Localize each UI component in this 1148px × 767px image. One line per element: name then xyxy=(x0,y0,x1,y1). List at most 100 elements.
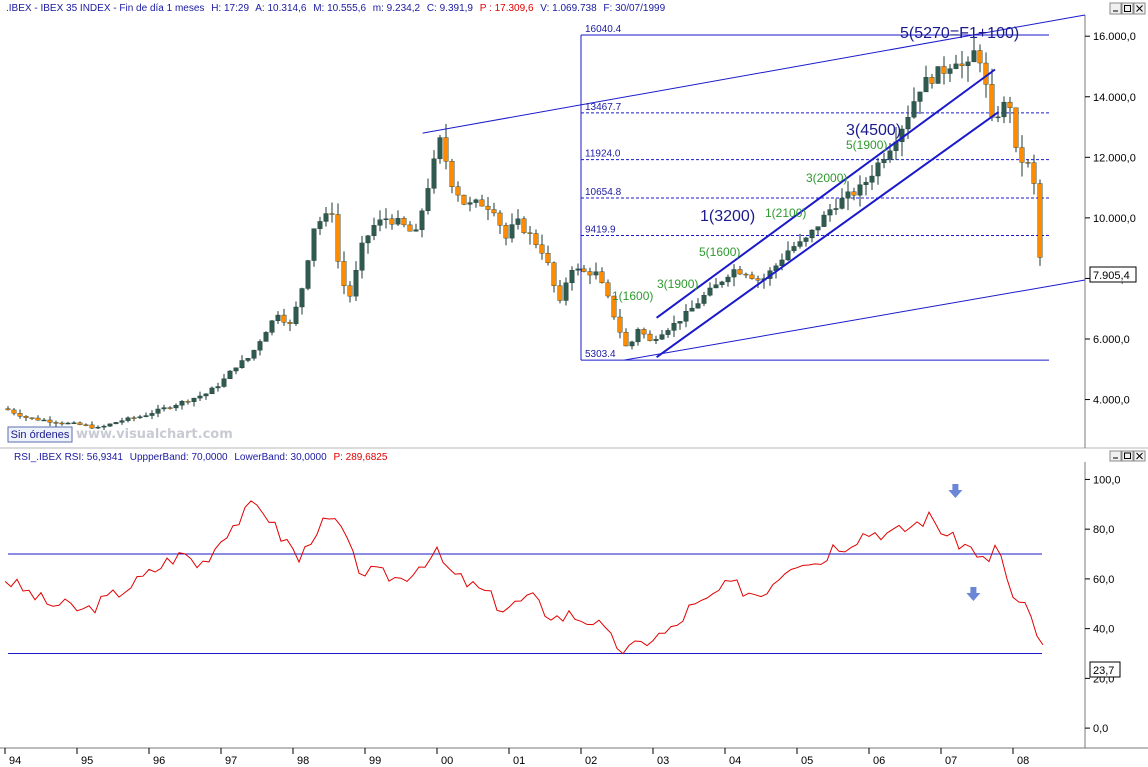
candle-body xyxy=(197,395,203,399)
candle-body xyxy=(263,332,269,342)
candle-body xyxy=(647,333,653,341)
candle-body xyxy=(539,244,545,254)
candle-body xyxy=(203,393,209,397)
maximize-button[interactable] xyxy=(1121,2,1134,15)
down-arrow-icon xyxy=(966,587,981,601)
candle-body xyxy=(803,237,809,242)
price-axis-tick-label: 12.000,0 xyxy=(1093,152,1136,164)
candle-body xyxy=(299,288,305,308)
price-axis-tick-label: 16.000,0 xyxy=(1093,31,1136,43)
candle-body xyxy=(863,182,869,185)
rsi-close-button[interactable] xyxy=(1133,450,1146,462)
candle-body xyxy=(209,387,215,395)
candle-body xyxy=(887,150,893,160)
candle-body xyxy=(167,407,173,409)
candle-body xyxy=(35,417,41,421)
rsi-line xyxy=(4,500,1044,655)
candle-body xyxy=(833,208,839,210)
candle-body xyxy=(347,285,353,297)
candle-body xyxy=(251,349,257,359)
candle-body xyxy=(293,306,299,324)
candle-body xyxy=(473,199,479,203)
candle-body xyxy=(233,367,239,372)
candle-body xyxy=(557,285,563,301)
candle-body xyxy=(875,162,881,177)
window-buttons xyxy=(1109,2,1146,15)
rsi-window-buttons xyxy=(1109,450,1146,462)
candle-body xyxy=(485,205,491,210)
time-axis-tick-label: 99 xyxy=(369,755,381,767)
time-axis-tick-label: 04 xyxy=(729,755,741,767)
candle-body xyxy=(341,261,347,286)
candle-body xyxy=(701,295,707,304)
candle-body xyxy=(221,378,227,387)
candle-body xyxy=(905,117,911,130)
time-axis-tick-label: 05 xyxy=(801,755,813,767)
candle-body xyxy=(827,209,833,216)
candle-body xyxy=(737,269,743,275)
candle-body xyxy=(1037,183,1043,258)
rsi-axis-tick-label: 40,0 xyxy=(1093,624,1114,636)
minimize-button[interactable] xyxy=(1109,2,1122,15)
close-button[interactable] xyxy=(1133,2,1146,15)
impulse-channel-upper xyxy=(656,68,996,319)
time-axis-tick-label: 06 xyxy=(873,755,885,767)
candle-body xyxy=(155,408,161,414)
fib-level-label: 10654.8 xyxy=(585,187,622,198)
subwave-5-label: 5(1600) xyxy=(699,245,740,259)
channel-upper-line xyxy=(422,14,1086,134)
subwave-c1-label: 1(2100) xyxy=(765,206,806,220)
candle-body xyxy=(461,194,467,205)
candle-body xyxy=(509,224,515,239)
wave-5-label: 5(5270=F1+100) xyxy=(900,25,1019,42)
candle-body xyxy=(1007,101,1013,108)
time-axis-tick-label: 97 xyxy=(225,755,237,767)
candle-body xyxy=(419,210,425,230)
candle-body xyxy=(437,137,443,160)
price-header: .IBEX - IBEX 35 INDEX - Fin de día 1 mes… xyxy=(6,3,666,14)
candle-body xyxy=(719,281,725,285)
candle-body xyxy=(593,271,599,276)
candle-body xyxy=(941,66,947,74)
candle-body xyxy=(335,214,341,262)
time-axis-tick-label: 95 xyxy=(81,755,93,767)
candle-body xyxy=(389,218,395,225)
candle-body xyxy=(869,175,875,183)
candle-body xyxy=(677,321,683,324)
candle-body xyxy=(1025,162,1031,164)
candle-body xyxy=(857,184,863,196)
candle-body xyxy=(1031,162,1037,184)
rsi-minimize-button[interactable] xyxy=(1109,450,1122,462)
candle-body xyxy=(725,276,731,283)
candle-body xyxy=(545,252,551,263)
candle-body xyxy=(83,424,89,426)
candle-body xyxy=(407,224,413,232)
candle-body xyxy=(959,63,965,66)
candle-body xyxy=(731,269,737,278)
orders-button[interactable]: Sin órdenes xyxy=(7,426,73,443)
candle-body xyxy=(821,214,827,227)
candle-body xyxy=(359,242,365,271)
candle-body xyxy=(797,241,803,247)
rsi-maximize-button[interactable] xyxy=(1121,450,1134,462)
last-price-tag: 7.905,4 xyxy=(1089,266,1137,283)
candle-body xyxy=(815,226,821,231)
candle-body xyxy=(965,61,971,66)
candle-body xyxy=(11,409,17,414)
candle-body xyxy=(749,274,755,279)
rsi-axis-tick-label: 100,0 xyxy=(1093,474,1121,486)
candle-body xyxy=(665,330,671,335)
candle-body xyxy=(491,209,497,214)
candle-body xyxy=(599,271,605,283)
candle-body xyxy=(239,360,245,369)
candle-body xyxy=(479,199,485,207)
wave-3-label: 3(4500) xyxy=(846,122,901,139)
fib-level-label: 9419.9 xyxy=(585,224,616,235)
last-price-label: 7.905,4 xyxy=(1093,270,1130,282)
candle-body xyxy=(575,268,581,271)
candle-body xyxy=(1013,107,1019,148)
candle-body xyxy=(257,341,263,351)
candle-body xyxy=(587,271,593,276)
